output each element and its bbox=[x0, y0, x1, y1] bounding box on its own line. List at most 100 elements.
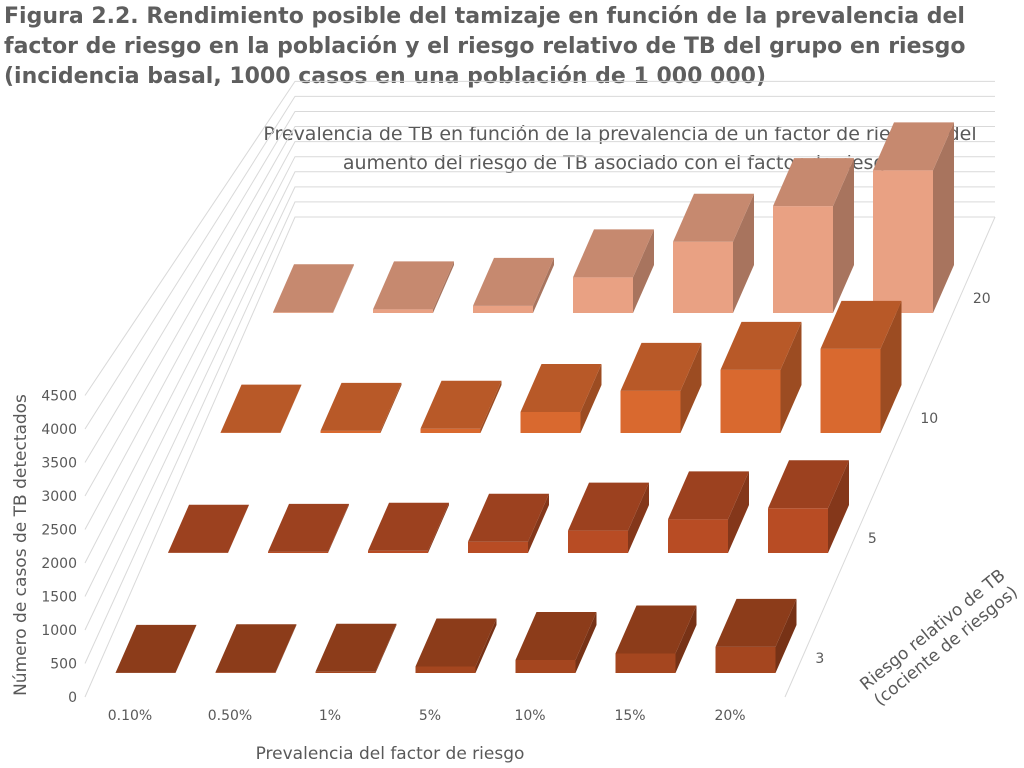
bar-side bbox=[933, 122, 954, 314]
bar-side bbox=[533, 257, 554, 313]
bar-side bbox=[228, 504, 249, 553]
gridline bbox=[84, 201, 995, 664]
bar bbox=[368, 502, 449, 553]
bar-front bbox=[368, 550, 428, 553]
bar-top bbox=[873, 122, 954, 171]
bar-top bbox=[673, 193, 754, 242]
bar bbox=[720, 321, 802, 433]
bar-top bbox=[568, 482, 649, 531]
bar-top bbox=[820, 300, 902, 349]
bar-side bbox=[275, 624, 297, 673]
bar bbox=[620, 342, 702, 433]
x-tick-label: 5% bbox=[419, 708, 441, 724]
bar-front bbox=[320, 430, 381, 433]
gridline bbox=[84, 126, 995, 497]
bar bbox=[520, 364, 602, 433]
bar-side bbox=[480, 380, 502, 433]
bar-top bbox=[315, 623, 397, 672]
bar-side bbox=[428, 502, 449, 553]
gridlines bbox=[84, 80, 995, 698]
bar bbox=[615, 605, 697, 673]
bar-front bbox=[215, 672, 276, 673]
bar-front bbox=[873, 170, 933, 313]
gridline bbox=[84, 156, 995, 564]
bar-top bbox=[415, 618, 497, 667]
bar bbox=[820, 300, 902, 433]
bar bbox=[715, 598, 797, 673]
bar-top bbox=[268, 503, 349, 552]
bar-front bbox=[273, 312, 333, 313]
bar-side bbox=[733, 193, 754, 313]
bar-top bbox=[168, 504, 249, 553]
gridline bbox=[84, 141, 995, 530]
bar-side bbox=[375, 623, 397, 673]
depth-tick-label: 20 bbox=[973, 291, 991, 307]
bar-top bbox=[715, 598, 797, 647]
bar-top bbox=[220, 384, 302, 433]
depth-tick-label: 10 bbox=[920, 411, 938, 427]
x-tick-label: 20% bbox=[714, 708, 745, 724]
bar-front bbox=[768, 508, 828, 553]
y-tick-label: 0 bbox=[68, 690, 77, 706]
bar bbox=[473, 257, 554, 313]
bar-front bbox=[715, 646, 776, 673]
gridline bbox=[84, 80, 995, 396]
bar bbox=[773, 158, 854, 313]
bar-side bbox=[380, 382, 402, 433]
bar-front bbox=[515, 660, 576, 673]
bar-side bbox=[828, 460, 849, 553]
bar bbox=[673, 193, 754, 313]
depth-tick-label: 3 bbox=[815, 651, 824, 667]
bar bbox=[873, 122, 954, 314]
x-tick-label: 10% bbox=[514, 708, 545, 724]
bar-front bbox=[720, 369, 781, 433]
bar-front bbox=[268, 551, 328, 553]
bar bbox=[420, 380, 502, 433]
gridline bbox=[84, 110, 995, 463]
bar bbox=[320, 382, 402, 433]
y-tick-label: 3000 bbox=[41, 489, 77, 505]
bar bbox=[220, 384, 302, 433]
y-tick-label: 2500 bbox=[41, 523, 77, 539]
bar-front bbox=[620, 390, 681, 433]
bar-top bbox=[668, 471, 749, 520]
bar-top bbox=[515, 612, 597, 660]
bar-side bbox=[880, 300, 902, 433]
bar-top bbox=[573, 229, 654, 278]
y-tick-label: 4500 bbox=[41, 389, 77, 405]
bar-front bbox=[473, 305, 533, 313]
bar-front bbox=[420, 428, 481, 433]
y-tick-label: 500 bbox=[50, 657, 77, 673]
y-tick-label: 4000 bbox=[41, 422, 77, 438]
bar-top bbox=[373, 261, 454, 310]
bar-side bbox=[175, 624, 197, 673]
bar-top bbox=[273, 264, 354, 313]
x-tick-label: 1% bbox=[319, 708, 341, 724]
bar bbox=[215, 624, 297, 673]
bar-top bbox=[215, 624, 297, 673]
y-axis-title: Número de casos de TB detectados bbox=[11, 394, 31, 696]
bar-side bbox=[833, 158, 854, 313]
bar-front bbox=[468, 541, 528, 553]
bar-side bbox=[528, 493, 549, 553]
x-tick-label: 15% bbox=[614, 708, 645, 724]
bar bbox=[768, 460, 849, 553]
bar-side bbox=[280, 384, 302, 433]
bar-front bbox=[773, 206, 833, 313]
bar-top bbox=[473, 257, 554, 306]
x-axis-title: Prevalencia del factor de riesgo bbox=[256, 744, 525, 764]
bar-side bbox=[775, 598, 797, 673]
gridline bbox=[84, 171, 995, 597]
bar-side bbox=[580, 364, 602, 433]
bar-front bbox=[573, 277, 633, 313]
bar-front bbox=[415, 666, 476, 673]
bar-front bbox=[520, 412, 581, 433]
gridline bbox=[84, 216, 995, 698]
figure-title: Figura 2.2. Rendimiento posible del tami… bbox=[4, 4, 966, 89]
bar-side bbox=[328, 503, 349, 553]
chart-title: Prevalencia de TB en función de la preva… bbox=[263, 123, 977, 174]
depth-tick-label: 5 bbox=[868, 531, 877, 547]
gridline bbox=[84, 186, 995, 631]
bar-top bbox=[320, 382, 402, 431]
